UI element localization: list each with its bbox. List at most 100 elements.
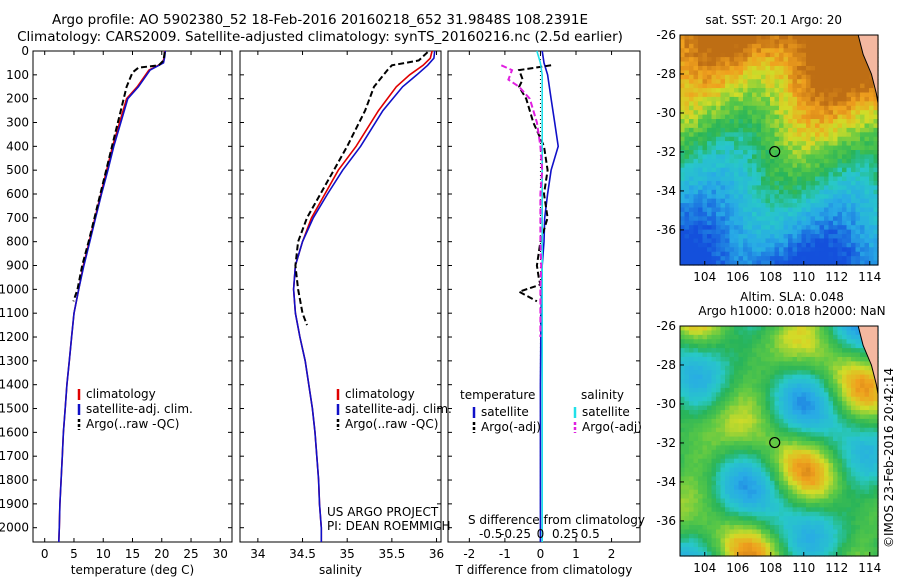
map-cell — [765, 220, 771, 226]
x-tick-label: 15 — [125, 547, 140, 561]
map-cell — [864, 260, 870, 266]
map-cell — [770, 339, 776, 345]
map-cell — [689, 207, 695, 213]
map-cell — [779, 220, 785, 226]
map-cell — [788, 414, 794, 420]
map-cell — [693, 405, 699, 411]
map-cell — [770, 189, 776, 195]
map-cell — [842, 449, 848, 455]
map-cell — [770, 343, 776, 349]
map-cell — [684, 334, 690, 340]
map-cell — [738, 547, 744, 553]
map-cell — [770, 136, 776, 142]
map-cell — [716, 83, 722, 89]
map-cell — [779, 247, 785, 253]
map-cell — [869, 242, 875, 248]
map-cell — [734, 74, 740, 80]
map-cell — [743, 423, 749, 429]
map-cell — [783, 410, 789, 416]
map-cell — [869, 449, 875, 455]
map-cell — [792, 189, 798, 195]
map-cell — [810, 392, 816, 398]
map-cell — [761, 352, 767, 358]
map-cell — [842, 185, 848, 191]
map-cell — [707, 383, 713, 389]
map-cell — [738, 467, 744, 473]
map-cell — [797, 396, 803, 402]
map-cell — [779, 172, 785, 178]
map-cell — [716, 163, 722, 169]
map-cell — [702, 326, 708, 332]
map-cell — [819, 211, 825, 217]
map-cell — [747, 167, 753, 173]
map-cell — [851, 35, 857, 41]
map-cell — [779, 256, 785, 262]
map-cell — [833, 516, 839, 522]
map-cell — [711, 180, 717, 186]
x2-tick-label: -0.25 — [500, 527, 531, 541]
map-cell — [819, 489, 825, 495]
map-cell — [801, 43, 807, 49]
map-cell — [716, 414, 722, 420]
map-cell — [828, 96, 834, 102]
map-cell — [828, 374, 834, 380]
map-cell — [734, 110, 740, 116]
map-cell — [810, 194, 816, 200]
map-cell — [720, 180, 726, 186]
map-cell — [801, 498, 807, 504]
map-cell — [828, 485, 834, 491]
map-cell — [707, 234, 713, 240]
map-cell — [860, 379, 866, 385]
map-cell — [855, 485, 861, 491]
series-line-argorawqc — [294, 51, 429, 326]
map-cell — [761, 356, 767, 362]
map-cell — [770, 242, 776, 248]
map-cell — [815, 114, 821, 120]
map-cell — [824, 330, 830, 336]
map-cell — [828, 498, 834, 504]
map-cell — [689, 343, 695, 349]
map-cell — [707, 445, 713, 451]
map-cell — [716, 458, 722, 464]
map-cell — [698, 356, 704, 362]
map-cell — [756, 65, 762, 71]
map-cell — [864, 374, 870, 380]
map-cell — [738, 436, 744, 442]
map-cell — [684, 538, 690, 544]
map-cell — [707, 405, 713, 411]
map-cell — [752, 203, 758, 209]
map-cell — [819, 141, 825, 147]
map-cell — [810, 225, 816, 231]
map-cell — [855, 123, 861, 129]
map-cell — [707, 203, 713, 209]
map-cell — [851, 225, 857, 231]
map-cell — [797, 198, 803, 204]
map-cell — [828, 458, 834, 464]
map-cell — [788, 114, 794, 120]
map-cell — [779, 348, 785, 354]
map-cell — [819, 365, 825, 371]
map-cell — [765, 52, 771, 58]
map-cell — [743, 136, 749, 142]
map-cell — [788, 194, 794, 200]
map-cell — [851, 436, 857, 442]
map-cell — [711, 145, 717, 151]
map-cell — [752, 141, 758, 147]
map-cell — [747, 436, 753, 442]
map-cell — [783, 463, 789, 469]
map-cell — [738, 88, 744, 94]
map-cell — [743, 418, 749, 424]
map-cell — [779, 189, 785, 195]
map-cell — [797, 119, 803, 125]
map-cell — [711, 172, 717, 178]
map-cell — [792, 158, 798, 164]
map-cell — [698, 141, 704, 147]
map-cell — [846, 458, 852, 464]
map-cell — [864, 158, 870, 164]
map-cell — [774, 471, 780, 477]
map-cell — [833, 387, 839, 393]
map-cell — [711, 529, 717, 535]
map-cell — [797, 43, 803, 49]
map-cell — [819, 449, 825, 455]
map-cell — [837, 370, 843, 376]
